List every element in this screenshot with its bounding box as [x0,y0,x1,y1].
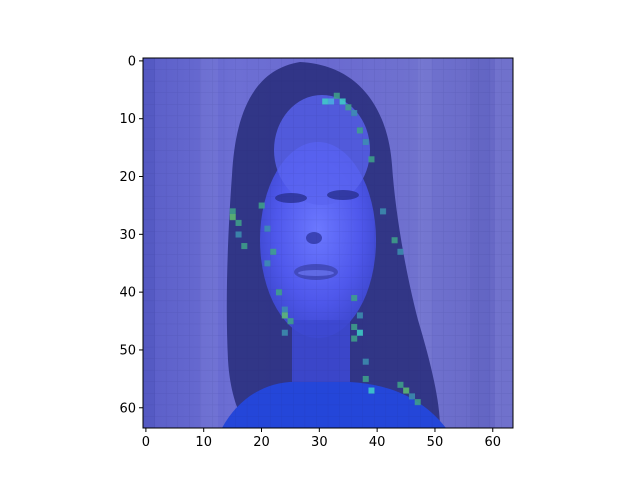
x-tick-label: 0 [142,435,150,450]
saliency-pixel [281,329,288,336]
saliency-pixel [229,208,236,215]
saliency-pixel [351,110,358,117]
saliency-pixel [362,138,369,146]
y-axis: 0 10 20 30 40 50 60 [119,54,143,416]
saliency-pixel [328,98,335,105]
nose-region [306,232,322,244]
saliency-pixel [356,127,363,134]
saliency-pixel [339,98,346,105]
saliency-pixel [362,358,369,365]
saliency-pixel [345,104,352,111]
clothing-shape [222,381,446,428]
y-tick-label: 30 [119,228,136,243]
saliency-pixel [368,156,375,163]
x-tick-label: 30 [311,435,328,450]
saliency-pixel [264,260,271,267]
saliency-pixel [351,295,358,302]
saliency-pixel [397,381,404,388]
x-tick-label: 50 [427,435,444,450]
saliency-pixel [356,329,363,336]
y-tick-label: 40 [119,286,136,301]
saliency-highlights [229,92,421,406]
saliency-pixel [264,225,271,232]
y-tick-label: 60 [119,401,136,416]
x-tick-label: 20 [253,435,270,450]
saliency-pixel [281,312,288,319]
saliency-pixel [235,219,242,226]
saliency-pixel [235,231,242,238]
x-tick-label: 60 [484,435,501,450]
saliency-pixel [270,248,277,255]
saliency-pixel [229,214,236,221]
right-eye-region [327,190,359,200]
saliency-pixel [281,306,288,313]
saliency-pixel [368,387,375,394]
saliency-pixel [397,248,404,255]
neck-region [292,320,350,390]
saliency-pixel [275,289,283,296]
left-eye-region [275,193,307,203]
saliency-pixel [414,399,421,406]
saliency-pixel [351,335,358,342]
x-tick-label: 10 [195,435,212,450]
saliency-pixel [351,323,358,331]
forehead-region [274,95,370,205]
teeth-region [298,270,334,276]
pixel-grid-overlay [143,58,513,428]
saliency-pixel [258,202,265,209]
saliency-pixel [380,208,387,215]
x-axis: 0 10 20 30 40 50 60 [142,428,501,450]
x-tick-label: 40 [369,435,386,450]
saliency-pixel [403,387,410,394]
saliency-pixel [362,375,369,383]
saliency-pixel [241,243,248,250]
saliency-pixel [322,98,329,105]
saliency-pixel [356,312,363,319]
y-tick-label: 20 [119,170,136,185]
heatmap-image [143,58,513,428]
saliency-pixel [391,237,398,244]
background-stripes [143,58,513,428]
saliency-pixel [287,318,294,325]
saliency-pixel [408,393,416,400]
axes-frame [142,57,514,429]
y-tick-label: 0 [128,54,136,69]
y-tick-label: 50 [119,343,136,358]
y-tick-label: 10 [119,112,136,127]
saliency-pixel [333,92,340,99]
